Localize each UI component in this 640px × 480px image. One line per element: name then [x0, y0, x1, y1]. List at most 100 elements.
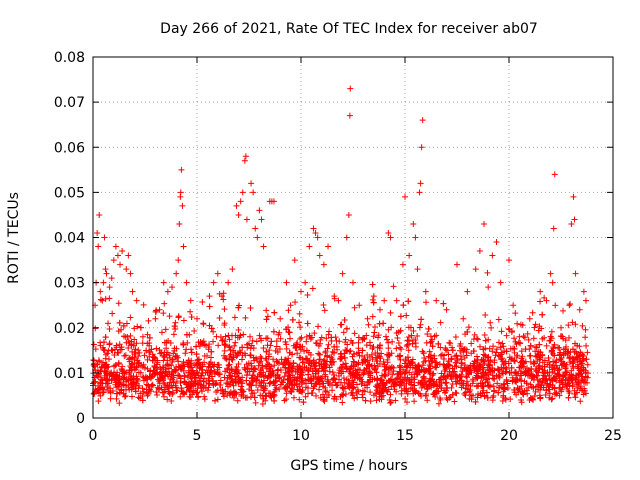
- x-axis-label: GPS time / hours: [290, 458, 407, 474]
- data-point: [535, 369, 542, 376]
- data-point: [462, 385, 469, 392]
- data-point: [346, 348, 353, 355]
- data-point: [140, 361, 147, 368]
- data-point: [329, 387, 336, 394]
- data-point: [270, 328, 277, 335]
- data-point: [465, 324, 472, 331]
- data-point: [486, 383, 493, 390]
- data-point: [480, 364, 487, 371]
- data-point: [91, 360, 98, 367]
- data-point: [553, 390, 560, 397]
- data-point: [396, 379, 403, 386]
- data-point: [95, 398, 102, 405]
- data-point: [120, 390, 127, 397]
- data-point: [439, 351, 446, 358]
- data-point: [539, 335, 546, 342]
- data-point: [305, 385, 312, 392]
- data-point: [451, 398, 458, 405]
- data-point: [164, 396, 171, 403]
- data-point: [393, 345, 400, 352]
- data-point: [513, 353, 520, 360]
- data-point: [517, 321, 524, 328]
- data-point: [174, 387, 181, 394]
- data-point: [569, 360, 576, 367]
- data-point: [325, 380, 332, 387]
- data-point: [360, 335, 367, 342]
- data-point: [140, 301, 147, 308]
- data-point: [144, 331, 151, 338]
- data-point: [320, 380, 327, 387]
- data-point: [341, 316, 348, 323]
- data-point: [231, 342, 238, 349]
- data-point: [527, 358, 534, 365]
- data-point: [484, 376, 490, 383]
- data-point: [514, 376, 521, 383]
- data-point: [106, 372, 113, 379]
- data-point: [221, 341, 228, 348]
- data-point: [115, 300, 122, 307]
- data-point: [469, 363, 476, 370]
- data-point: [169, 284, 176, 291]
- data-point: [274, 349, 281, 356]
- data-point: [435, 388, 442, 395]
- data-point: [353, 381, 360, 388]
- data-point: [420, 350, 427, 357]
- data-point: [180, 243, 187, 250]
- data-point: [294, 340, 301, 347]
- data-point: [448, 356, 455, 363]
- data-point: [306, 243, 313, 250]
- data-point: [359, 352, 366, 359]
- data-point: [363, 381, 370, 388]
- data-point: [239, 344, 246, 351]
- data-point: [558, 354, 565, 361]
- data-point: [191, 328, 198, 335]
- data-point: [281, 360, 288, 367]
- data-point: [470, 348, 477, 355]
- data-point: [381, 297, 388, 304]
- data-point: [502, 395, 509, 402]
- data-point: [491, 359, 498, 366]
- data-point: [456, 380, 463, 387]
- data-point: [423, 390, 430, 397]
- data-point: [382, 366, 389, 373]
- data-point: [278, 378, 285, 385]
- data-point: [303, 355, 310, 362]
- data-point: [400, 302, 407, 309]
- data-point: [303, 347, 310, 354]
- data-point: [298, 334, 305, 341]
- data-point: [359, 378, 366, 385]
- data-point: [319, 391, 326, 398]
- data-point: [162, 326, 169, 333]
- data-point: [123, 266, 130, 273]
- data-point: [190, 389, 197, 396]
- data-point: [552, 302, 559, 309]
- data-point: [561, 361, 568, 368]
- data-point: [532, 321, 539, 328]
- data-point: [299, 343, 306, 350]
- data-point: [172, 353, 179, 360]
- data-point: [425, 325, 432, 332]
- data-point: [467, 392, 474, 399]
- data-point: [247, 352, 254, 359]
- data-point: [394, 375, 401, 382]
- data-point: [144, 365, 151, 372]
- data-point: [388, 324, 395, 331]
- data-point: [446, 368, 453, 375]
- data-point: [175, 363, 182, 370]
- data-point: [337, 393, 344, 400]
- data-point: [539, 379, 546, 386]
- data-point: [293, 377, 300, 384]
- data-point: [580, 378, 587, 385]
- data-point: [573, 381, 580, 388]
- data-point: [119, 248, 126, 255]
- x-tick-label: 25: [604, 428, 622, 444]
- data-point: [569, 346, 576, 353]
- data-point: [321, 398, 328, 405]
- data-point: [566, 354, 573, 361]
- data-point: [276, 385, 283, 392]
- data-point: [281, 397, 288, 404]
- data-point: [150, 367, 157, 374]
- data-point: [253, 377, 260, 384]
- data-point: [109, 310, 116, 317]
- data-point: [313, 392, 320, 399]
